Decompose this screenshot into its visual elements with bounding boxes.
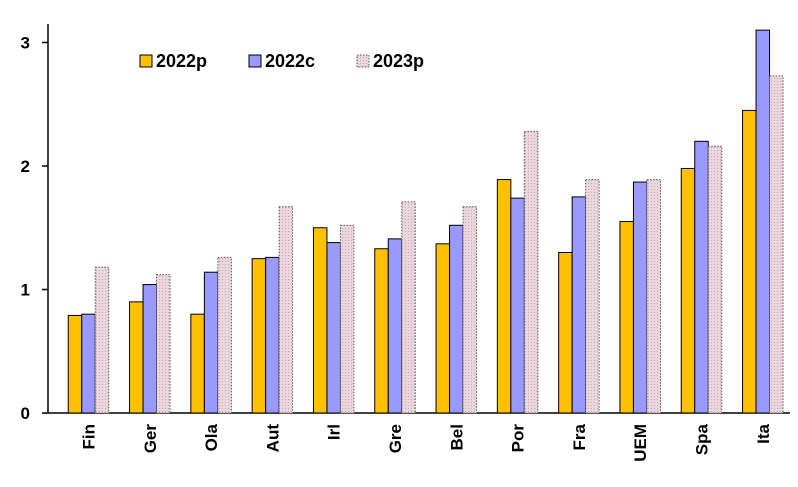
bar-2022c-Fra (571, 196, 587, 414)
x-axis-labels: Fin Ger Ola Aut Irl Gre Bel Por Fra UEM Spa Ita (80, 423, 773, 461)
y-axis: 0 1 2 3 (21, 23, 790, 423)
bar-2023p-Por (523, 130, 539, 414)
y-tick-label: 2 (21, 157, 30, 176)
x-tick-label: Fin (80, 424, 99, 450)
bar-2023p-Ger (156, 274, 171, 414)
legend: 2022p 2022c 2023p (139, 51, 424, 71)
bar-2022c-Ita (755, 29, 771, 414)
bar-2023p-Spa (707, 145, 723, 414)
bar-2023p-Irl (339, 224, 355, 414)
legend-swatch-2022c (248, 54, 262, 68)
bar-2022c-Fin (81, 313, 96, 414)
x-tick-label: Irl (325, 424, 344, 440)
bar-2023p-Bel (462, 206, 478, 414)
x-tick-label: Ita (754, 423, 773, 443)
bar-2022p-Ger (129, 301, 144, 414)
bar-2022c-Por (510, 197, 525, 414)
bar-2023p-Fin (94, 266, 110, 414)
x-tick-label: Aut (263, 424, 282, 453)
bar-2022p-Por (496, 179, 512, 414)
bars (67, 29, 784, 414)
legend-swatch-2022p (139, 54, 153, 68)
bar-2022p-Fra (558, 251, 573, 414)
legend-label-2022c: 2022c (265, 51, 315, 71)
bar-2022c-Spa (694, 140, 709, 414)
legend-label-2022p: 2022p (156, 51, 207, 71)
bar-2023p-UEM (646, 179, 661, 414)
bar-2022c-Gre (387, 238, 403, 414)
bar-2023p-Ita (769, 75, 784, 414)
bar-2022c-Bel (449, 224, 464, 414)
bar-2023p-Fra (585, 179, 600, 414)
x-tick-label: Bel (447, 424, 466, 450)
bar-2023p-Ola (217, 256, 232, 414)
bar-2022p-Fin (67, 314, 83, 414)
x-tick-label: UEM (631, 424, 650, 462)
y-tick-label: 0 (21, 404, 30, 423)
bar-2022c-Ola (203, 271, 219, 414)
legend-swatch-2023p (356, 54, 370, 68)
bar-2022p-Aut (251, 258, 267, 414)
bar-2022p-Ita (742, 109, 757, 414)
bar-2022p-Irl (312, 227, 328, 414)
bar-2022c-Irl (326, 242, 341, 414)
bar-2023p-Gre (401, 201, 416, 414)
x-tick-label: Por (509, 424, 528, 453)
bar-2022p-Spa (680, 167, 696, 414)
bar-2022c-Ger (142, 284, 158, 414)
y-tick-label: 1 (21, 281, 30, 300)
x-tick-label: Ger (141, 424, 160, 454)
bar-2022c-Aut (265, 256, 280, 414)
bar-2022p-Gre (374, 248, 389, 414)
x-tick-label: Fra (570, 423, 589, 450)
bar-2022c-UEM (632, 181, 648, 414)
bar-2022p-UEM (619, 221, 634, 414)
bar-2022p-Bel (435, 243, 451, 414)
x-tick-label: Spa (693, 423, 712, 455)
bar-2022p-Ola (190, 313, 205, 414)
x-tick-label: Gre (386, 424, 405, 453)
y-tick-label: 3 (21, 34, 30, 53)
bar-2023p-Aut (278, 206, 294, 414)
x-tick-label: Ola (202, 423, 221, 451)
legend-label-2023p: 2023p (373, 51, 424, 71)
